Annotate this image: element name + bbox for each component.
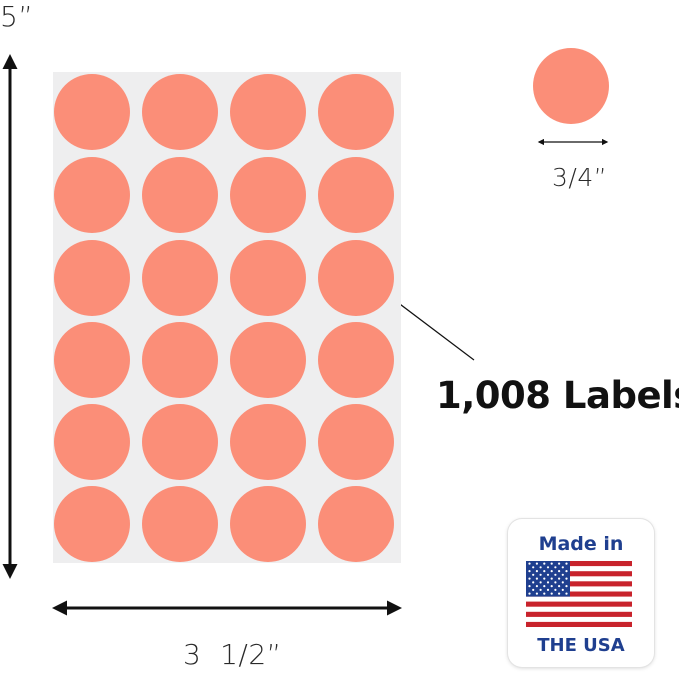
label-dot (318, 486, 394, 562)
label-dot (54, 404, 130, 480)
label-dot (54, 486, 130, 562)
us-flag-icon (526, 561, 632, 627)
height-dimension-label: 5” (0, 0, 34, 33)
label-dot (318, 322, 394, 398)
label-dot (318, 157, 394, 233)
diameter-dimension-label: 3/4” (552, 163, 608, 192)
label-dot (54, 74, 130, 150)
badge-bottom-text: THE USA (537, 635, 625, 656)
label-dot (318, 74, 394, 150)
label-dot (142, 74, 218, 150)
label-dot (54, 157, 130, 233)
label-dot (142, 240, 218, 316)
label-dot (54, 240, 130, 316)
label-dot (318, 404, 394, 480)
label-dot (230, 322, 306, 398)
label-dot (230, 486, 306, 562)
label-dot (142, 157, 218, 233)
label-sheet (53, 72, 401, 563)
width-dimension-label: 3 1/2” (183, 638, 282, 671)
single-label-dot (533, 48, 609, 124)
label-dot (142, 404, 218, 480)
label-dot (230, 404, 306, 480)
label-count: 1,008 Labels (436, 374, 679, 417)
label-dot (230, 240, 306, 316)
label-dot (230, 74, 306, 150)
made-in-usa-badge: Made in THE USA (508, 519, 654, 667)
label-dot (318, 240, 394, 316)
badge-top-text: Made in (538, 533, 624, 555)
label-dot (230, 157, 306, 233)
label-dot (142, 322, 218, 398)
label-dot (54, 322, 130, 398)
label-dot (142, 486, 218, 562)
